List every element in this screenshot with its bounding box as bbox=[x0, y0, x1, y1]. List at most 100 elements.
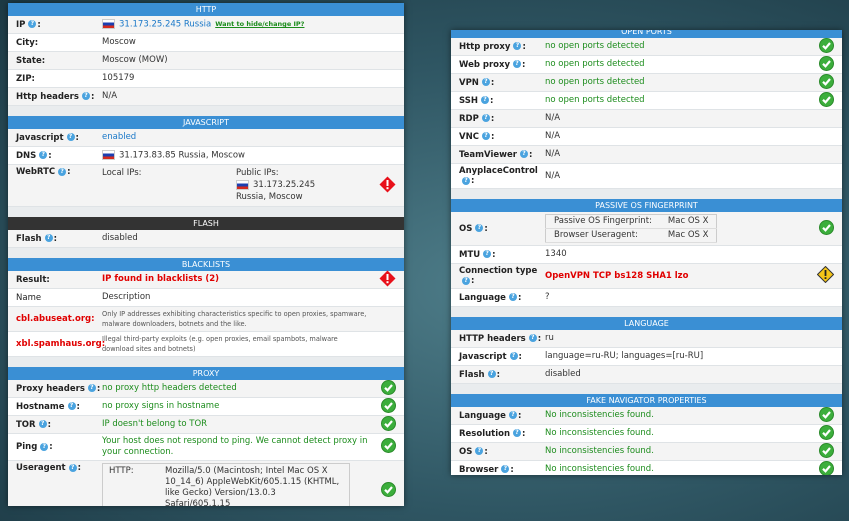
row-label: DNS: bbox=[8, 151, 102, 161]
value-text: Only IP addresses exhibiting characteris… bbox=[102, 310, 367, 328]
label-colon: : bbox=[518, 351, 522, 362]
label-colon: : bbox=[510, 464, 514, 475]
os-table-cell: Browser Useragent: bbox=[545, 228, 660, 243]
label-colon: : bbox=[471, 276, 475, 286]
help-icon bbox=[513, 429, 522, 437]
help-icon bbox=[513, 60, 522, 68]
ok-check bbox=[822, 446, 831, 455]
os-table-cell: Mac OS X bbox=[659, 214, 717, 229]
value-text: Description bbox=[102, 292, 151, 302]
label-colon: : bbox=[490, 131, 495, 142]
value-text: OpenVPN TCP bs128 SHA1 lzo bbox=[545, 270, 689, 281]
row-value: no open ports detected bbox=[545, 41, 842, 52]
label-colon: : bbox=[90, 91, 95, 102]
help-icon bbox=[481, 78, 490, 86]
row: DNS: 31.173.83.85 Russia, Moscow bbox=[8, 147, 404, 165]
value-text: no proxy signs in hostname bbox=[102, 401, 220, 411]
row-value: 31.173.83.85 Russia, Moscow bbox=[102, 149, 404, 162]
row-value: N/A bbox=[545, 149, 842, 160]
row-label: Ping: bbox=[8, 442, 102, 452]
help-icon bbox=[67, 402, 76, 410]
row-value: No inconsistencies found. bbox=[545, 410, 842, 421]
help-icon bbox=[81, 92, 90, 100]
status-icon bbox=[819, 460, 834, 475]
row-value: 1340 bbox=[545, 249, 842, 260]
label-colon: : bbox=[484, 446, 488, 457]
value-text: No inconsistencies found. bbox=[545, 464, 654, 474]
ok-icon bbox=[819, 406, 834, 422]
row-label: Hostname: bbox=[8, 402, 102, 412]
label-text: SSH bbox=[459, 95, 478, 106]
warn-icon bbox=[379, 270, 396, 286]
row: ZIP: 105179 bbox=[8, 70, 404, 88]
public-title: Public IPs: bbox=[236, 168, 279, 178]
value-text: ? bbox=[545, 292, 550, 302]
row-value: OpenVPN TCP bs128 SHA1 lzo bbox=[545, 271, 842, 282]
row-value: IP doesn't belong to TOR bbox=[102, 419, 404, 430]
row-label: Connection type: bbox=[451, 266, 545, 286]
os-table-cell: Passive OS Fingerprint: bbox=[545, 214, 660, 229]
row-label: Language: bbox=[451, 411, 545, 421]
row-value: ru bbox=[545, 333, 842, 344]
status-icon bbox=[819, 37, 834, 56]
row-value: No inconsistencies found. bbox=[545, 428, 842, 439]
label-text: Connection type bbox=[459, 266, 538, 276]
row: Http proxy:no open ports detected bbox=[451, 37, 842, 56]
help-icon bbox=[501, 465, 510, 473]
row-label: Language: bbox=[451, 293, 545, 303]
caution-icon bbox=[816, 265, 835, 284]
help-icon bbox=[483, 250, 492, 258]
status-icon bbox=[816, 265, 835, 286]
row-label: Web proxy: bbox=[451, 60, 545, 70]
ok-check bbox=[822, 77, 831, 86]
label-colon: : bbox=[517, 292, 522, 303]
label-text: IP bbox=[16, 19, 26, 30]
ok-check bbox=[384, 442, 393, 450]
label-colon: : bbox=[528, 149, 533, 160]
webrtc-columns: Local IPs: Public IPs: 31.173.25.245 Russia… bbox=[102, 167, 370, 203]
help-icon bbox=[68, 463, 77, 472]
row: Ping:Your host does not respond to ping.… bbox=[8, 434, 404, 461]
row-label: Flash: bbox=[8, 234, 102, 244]
row-value: enabled bbox=[102, 132, 404, 143]
ok-icon bbox=[819, 460, 834, 475]
row: Javascript:language=ru-RU; languages=[ru… bbox=[451, 348, 842, 366]
label-text: OS bbox=[459, 223, 473, 234]
ok-icon bbox=[819, 219, 834, 235]
help-icon bbox=[513, 42, 522, 50]
row-label: WebRTC: bbox=[8, 167, 102, 177]
section-header: FAKE NAVIGATOR PROPERTIES bbox=[451, 394, 842, 407]
help-icon bbox=[39, 151, 48, 159]
row-label: SSH: bbox=[451, 96, 545, 106]
row: AnyplaceControl:N/A bbox=[451, 164, 842, 189]
label-colon: : bbox=[492, 249, 496, 260]
label-colon: : bbox=[537, 333, 542, 344]
hide-ip-link[interactable]: Want to hide/change IP? bbox=[215, 20, 305, 29]
section: BLACKLISTS Result: IP found in blacklists … bbox=[8, 258, 404, 357]
row: Connection type:OpenVPN TCP bs128 SHA1 l… bbox=[451, 264, 842, 289]
ok-check bbox=[822, 410, 831, 419]
warn-bar bbox=[386, 273, 389, 280]
row: State: Moscow (MOW) bbox=[8, 52, 404, 70]
public-ip-line: 31.173.25.245 bbox=[236, 179, 370, 191]
section-header: FLASH bbox=[8, 217, 404, 230]
useragent-value: Mozilla/5.0 (Macintosh; Intel Mac OS X 1… bbox=[165, 466, 340, 506]
row-value: Your host does not respond to ping. We c… bbox=[102, 436, 404, 458]
value-text: No inconsistencies found. bbox=[545, 446, 654, 456]
ok-icon bbox=[819, 37, 834, 53]
section-header: LANGUAGE bbox=[451, 317, 842, 330]
label-text: Ping bbox=[16, 442, 38, 452]
row-value: Illegal third-party exploits (e.g. open … bbox=[102, 334, 404, 354]
row: Language:No inconsistencies found. bbox=[451, 406, 842, 425]
local-ips: Local IPs: bbox=[102, 168, 142, 178]
row: Useragent: HTTP: Mozilla/5.0 (Macintosh; I… bbox=[8, 461, 404, 506]
label-text: VNC bbox=[459, 131, 479, 142]
ok-check bbox=[822, 41, 831, 50]
section-header: HTTP bbox=[8, 3, 404, 16]
